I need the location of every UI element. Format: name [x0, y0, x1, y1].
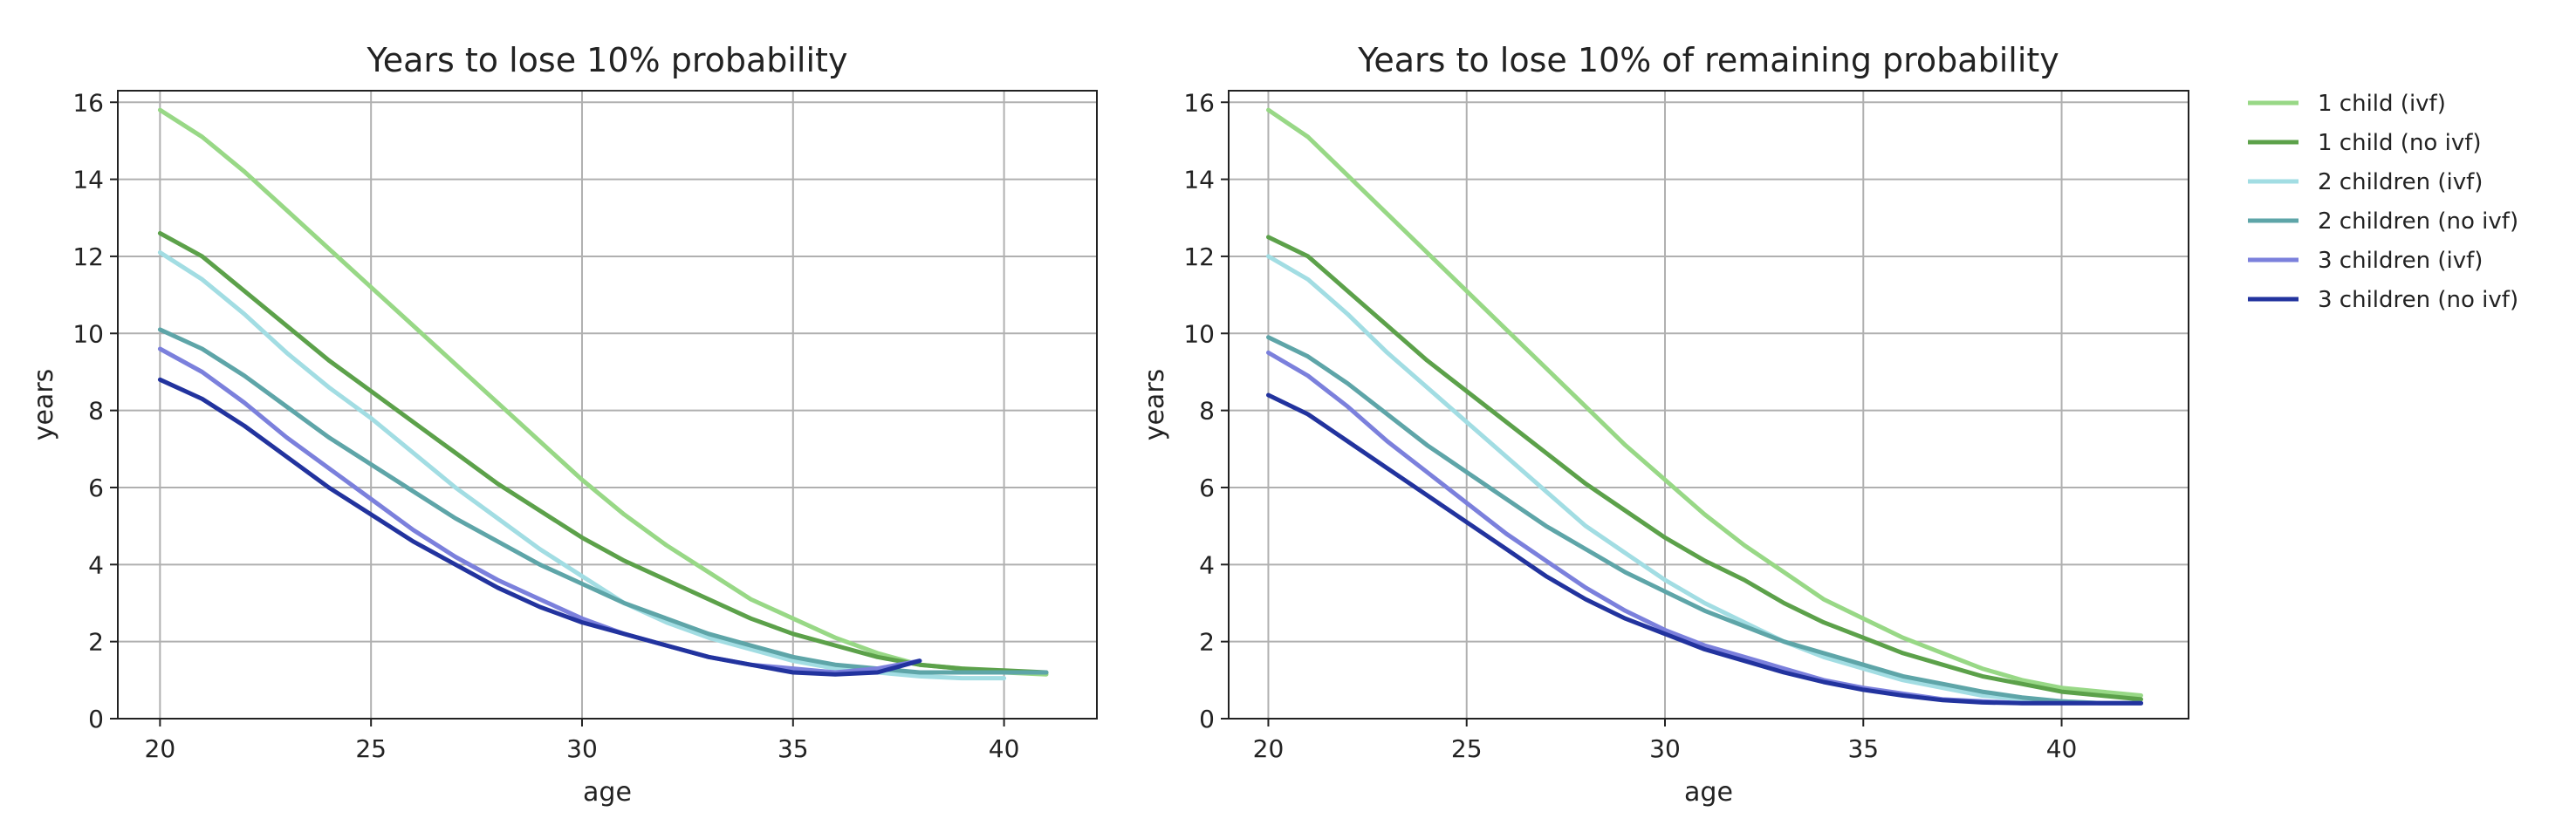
- y-tick-label: 2: [1199, 628, 1215, 657]
- chart-title: Years to lose 10% probability: [367, 41, 848, 79]
- x-tick-label: 30: [566, 734, 598, 763]
- legend-label: 3 children (no ivf): [2318, 287, 2518, 313]
- y-axis-label: years: [29, 369, 59, 441]
- series-line-4: [157, 327, 1049, 675]
- series-line-2: [1266, 235, 2143, 702]
- y-axis-label: years: [1140, 369, 1170, 441]
- y-tick-label: 8: [1199, 397, 1215, 426]
- x-tick-label: 20: [145, 734, 176, 763]
- y-tick-label: 16: [1183, 88, 1215, 117]
- legend-label: 2 children (no ivf): [2318, 208, 2518, 235]
- legend-label: 1 child (no ivf): [2318, 130, 2482, 156]
- y-tick-label: 10: [1183, 319, 1215, 348]
- series-line-4: [1266, 335, 2143, 706]
- x-axis-label: age: [1684, 777, 1733, 808]
- y-tick-label: 10: [72, 319, 104, 348]
- x-tick-label: 35: [1847, 734, 1879, 763]
- y-tick-label: 12: [72, 242, 104, 271]
- legend-item: 2 children (ivf): [2248, 169, 2483, 195]
- series-line-3: [1266, 254, 2143, 706]
- legend: 1 child (ivf) 1 child (no ivf) 2 children …: [2248, 91, 2518, 313]
- series-line-5: [157, 346, 922, 675]
- y-tick-label: 2: [88, 628, 104, 657]
- series-line-6: [1266, 392, 2143, 706]
- series-line-6: [157, 377, 922, 677]
- x-tick-label: 20: [1253, 734, 1285, 763]
- x-tick-label: 40: [2046, 734, 2078, 763]
- legend-label: 3 children (ivf): [2318, 248, 2483, 274]
- y-tick-label: 16: [72, 88, 104, 117]
- y-tick-label: 0: [88, 705, 104, 733]
- y-tick-label: 4: [1199, 550, 1215, 579]
- plot-frame: [1228, 90, 2189, 720]
- y-tick-label: 14: [72, 166, 104, 194]
- y-tick-label: 14: [1183, 166, 1215, 194]
- x-tick-label: 25: [1451, 734, 1483, 763]
- x-tick-label: 40: [989, 734, 1020, 763]
- chart-left: 20 25 30 35 40 0 2 4 6 8 10 12 14 16 Years to lose 10%…: [29, 41, 1098, 808]
- x-tick-label: 35: [778, 734, 809, 763]
- y-tick-label: 6: [1199, 474, 1215, 502]
- legend-item: 1 child (ivf): [2248, 91, 2446, 117]
- y-tick-label: 4: [88, 550, 104, 579]
- x-tick-label: 30: [1649, 734, 1681, 763]
- legend-item: 3 children (ivf): [2248, 248, 2483, 274]
- y-tick-label: 12: [1183, 242, 1215, 271]
- legend-item: 2 children (no ivf): [2248, 208, 2518, 235]
- y-tick-label: 6: [88, 474, 104, 502]
- legend-label: 1 child (ivf): [2318, 91, 2446, 117]
- plot-frame: [117, 90, 1098, 720]
- chart-title: Years to lose 10% of remaining probabili…: [1357, 41, 2059, 79]
- legend-label: 2 children (ivf): [2318, 169, 2483, 195]
- y-tick-label: 8: [88, 397, 104, 426]
- legend-item: 1 child (no ivf): [2248, 130, 2482, 156]
- x-axis-label: age: [583, 777, 632, 808]
- series-line-1: [1266, 107, 2143, 698]
- x-tick-label: 25: [355, 734, 387, 763]
- series-line-2: [157, 230, 1049, 675]
- chart-right: 20 25 30 35 40 0 2 4 6 8 10 12 14 16 Years to lose 10%…: [1140, 41, 2189, 808]
- legend-item: 3 children (no ivf): [2248, 287, 2518, 313]
- y-tick-label: 0: [1199, 705, 1215, 733]
